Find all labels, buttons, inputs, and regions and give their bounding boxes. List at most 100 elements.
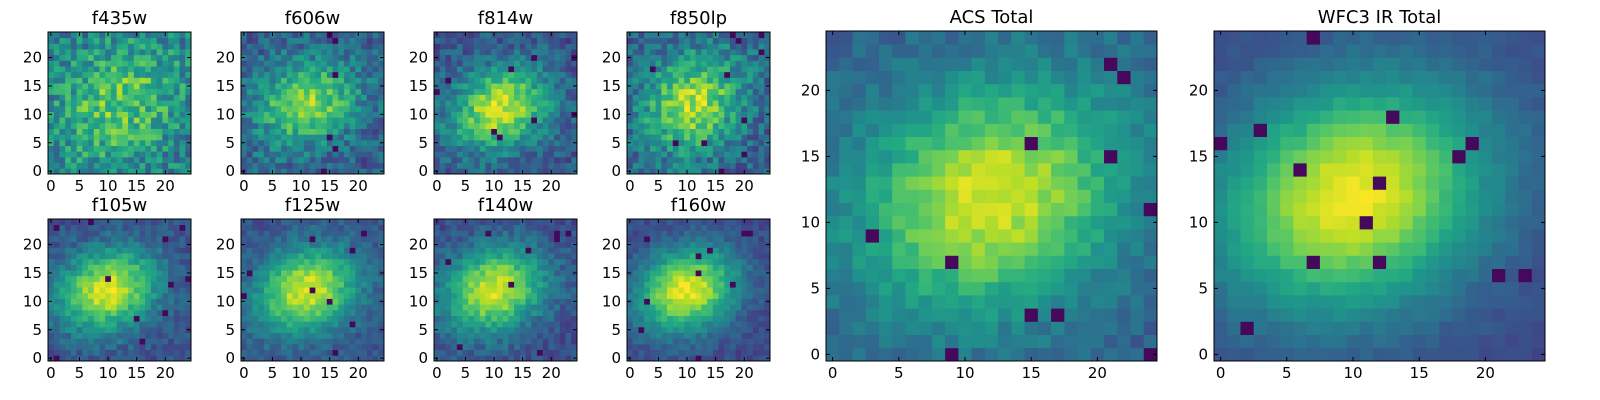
heatmap-cell [485, 258, 492, 265]
heatmap-cell [105, 105, 112, 112]
heatmap-cell [496, 83, 504, 90]
heatmap-cell [729, 326, 737, 333]
heatmap-cell [338, 60, 345, 67]
heatmap-cell [116, 77, 123, 84]
heatmap-cell [496, 343, 504, 351]
heatmap-cell [672, 49, 679, 56]
heatmap-cell [338, 355, 345, 362]
heatmap-cell [479, 275, 486, 282]
heatmap-cell [246, 128, 253, 135]
heatmap-cell [445, 43, 452, 50]
heatmap-cell [439, 111, 446, 118]
heatmap-cell [173, 94, 180, 101]
heatmap-cell [712, 117, 719, 124]
heatmap-cell [65, 338, 72, 345]
heatmap-cell [298, 49, 305, 56]
heatmap-cell [315, 94, 322, 101]
heatmap-cell [275, 71, 282, 78]
heatmap-cell [724, 298, 731, 305]
heatmap-cell [559, 292, 566, 299]
heatmap-cell [519, 241, 526, 248]
y-tick-label: 10 [216, 105, 235, 123]
heatmap-cell [764, 134, 771, 141]
heatmap-cell [76, 151, 83, 158]
heatmap-cell [735, 117, 742, 124]
heatmap-cell [326, 247, 333, 254]
heatmap-cell [332, 88, 339, 95]
heatmap-cell [82, 54, 89, 61]
heatmap-cell [349, 32, 356, 39]
heatmap-cell [53, 355, 60, 362]
heatmap-cell [485, 60, 492, 67]
heatmap-cell [456, 270, 463, 277]
heatmap-cell [366, 139, 373, 146]
heatmap-cell [729, 43, 737, 50]
heatmap-cell [372, 224, 379, 231]
heatmap-cell [105, 326, 112, 333]
heatmap-cell [571, 162, 578, 169]
heatmap-cell [99, 281, 106, 288]
heatmap-cell [764, 304, 771, 311]
heatmap-cell [565, 105, 572, 112]
heatmap-cell [707, 338, 714, 345]
heatmap-cell [764, 156, 771, 164]
heatmap-cell [349, 338, 356, 345]
heatmap-cell [65, 66, 72, 73]
heatmap-cell [689, 287, 697, 294]
heatmap-cell [53, 270, 60, 277]
heatmap-cell [349, 292, 356, 299]
heatmap-cell [508, 236, 515, 243]
heatmap-cell [99, 309, 106, 316]
heatmap-cell [145, 168, 152, 175]
heatmap-cell [128, 326, 135, 333]
heatmap-cell [275, 145, 282, 152]
heatmap-cell [110, 343, 118, 351]
heatmap-cell [445, 338, 452, 345]
heatmap-cell [548, 247, 555, 254]
heatmap-cell [689, 151, 697, 158]
heatmap-cell [627, 338, 634, 345]
heatmap-cell [724, 49, 731, 56]
heatmap-cell [451, 71, 458, 78]
heatmap-cell [571, 349, 578, 356]
heatmap-cell [162, 326, 169, 333]
heatmap-cell [93, 139, 100, 146]
heatmap-cell [536, 298, 544, 305]
heatmap-cell [678, 338, 685, 345]
heatmap-cell [116, 349, 123, 356]
heatmap-cell [298, 241, 305, 248]
heatmap-cell [451, 349, 458, 356]
heatmap-cell [338, 230, 345, 237]
panel-title: f435w [92, 8, 147, 29]
heatmap-cell [162, 287, 169, 294]
heatmap-cell [644, 321, 651, 328]
heatmap-cell [485, 156, 492, 164]
y-tick-label: 10 [23, 105, 42, 123]
heatmap-cell [105, 253, 112, 260]
heatmap-cell [456, 77, 463, 84]
heatmap-cell [741, 49, 748, 56]
y-tick-label: 5 [611, 134, 621, 152]
heatmap-cell [303, 343, 311, 351]
heatmap-cell [82, 117, 89, 124]
heatmap-cell [718, 128, 725, 135]
heatmap-cell [519, 111, 526, 118]
heatmap-cell [729, 349, 737, 356]
heatmap-cell [548, 270, 555, 277]
heatmap-cell [554, 258, 561, 265]
heatmap-cell [542, 105, 549, 112]
heatmap-cell [269, 49, 276, 56]
heatmap-cell [93, 309, 100, 316]
heatmap-cell [525, 111, 532, 118]
heatmap-cell [632, 304, 639, 311]
heatmap-cell [689, 105, 697, 112]
heatmap-cell [649, 275, 656, 282]
heatmap-cell [241, 287, 248, 294]
heatmap-cell [116, 236, 123, 243]
heatmap-cell [275, 309, 282, 316]
heatmap-cell [519, 134, 526, 141]
heatmap-cell [53, 309, 60, 316]
heatmap-cell [59, 309, 66, 316]
heatmap-cell [343, 309, 351, 316]
